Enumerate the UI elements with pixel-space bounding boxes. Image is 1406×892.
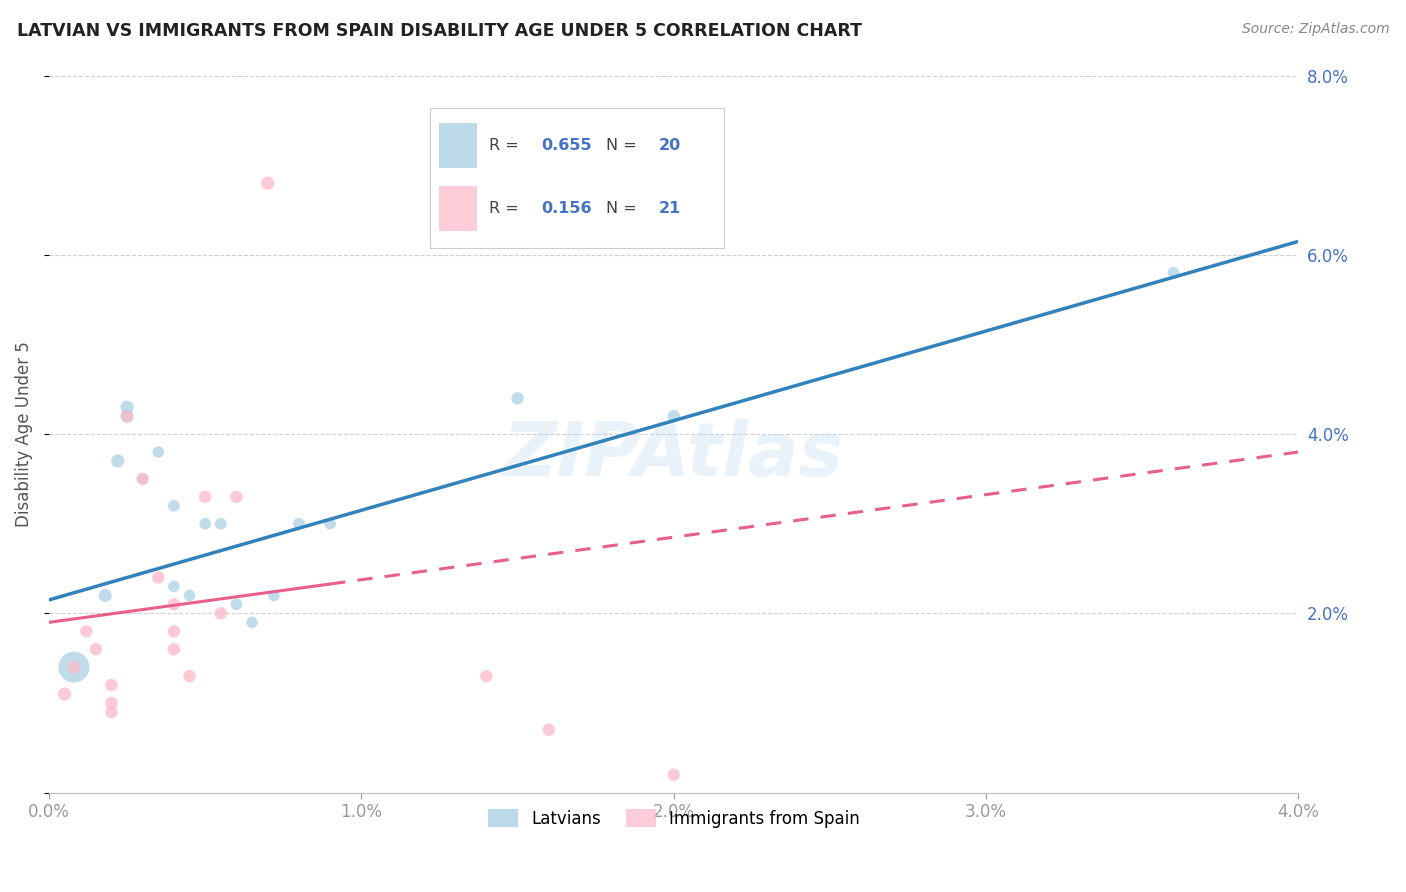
Text: ZIPAtlas: ZIPAtlas — [503, 419, 844, 492]
Point — [263, 589, 285, 603]
Point — [84, 642, 107, 657]
Point — [148, 570, 170, 584]
Point — [115, 409, 138, 424]
Point — [194, 516, 217, 531]
Point — [131, 472, 153, 486]
Point — [100, 705, 122, 719]
Point — [131, 472, 153, 486]
Point — [225, 598, 247, 612]
Point — [1163, 266, 1185, 280]
Point — [163, 579, 186, 593]
Point — [94, 589, 117, 603]
Point — [537, 723, 560, 737]
Point — [662, 768, 685, 782]
Point — [662, 409, 685, 424]
Point — [288, 516, 311, 531]
Point — [148, 445, 170, 459]
Point — [209, 607, 232, 621]
Point — [63, 660, 86, 674]
Point — [100, 696, 122, 710]
Point — [240, 615, 263, 630]
Point — [100, 678, 122, 692]
Point — [194, 490, 217, 504]
Point — [179, 589, 201, 603]
Point — [163, 624, 186, 639]
Point — [53, 687, 76, 701]
Point — [163, 642, 186, 657]
Point — [75, 624, 97, 639]
Point — [163, 499, 186, 513]
Point — [319, 516, 342, 531]
Point — [225, 490, 247, 504]
Point — [475, 669, 498, 683]
Text: LATVIAN VS IMMIGRANTS FROM SPAIN DISABILITY AGE UNDER 5 CORRELATION CHART: LATVIAN VS IMMIGRANTS FROM SPAIN DISABIL… — [17, 22, 862, 40]
Point — [209, 516, 232, 531]
Point — [63, 660, 86, 674]
Point — [163, 598, 186, 612]
Point — [179, 669, 201, 683]
Point — [506, 391, 529, 405]
Point — [107, 454, 129, 468]
Legend: Latvians, Immigrants from Spain: Latvians, Immigrants from Spain — [481, 803, 866, 835]
Y-axis label: Disability Age Under 5: Disability Age Under 5 — [15, 341, 32, 527]
Point — [115, 400, 138, 414]
Text: Source: ZipAtlas.com: Source: ZipAtlas.com — [1241, 22, 1389, 37]
Point — [115, 409, 138, 424]
Point — [256, 176, 278, 190]
